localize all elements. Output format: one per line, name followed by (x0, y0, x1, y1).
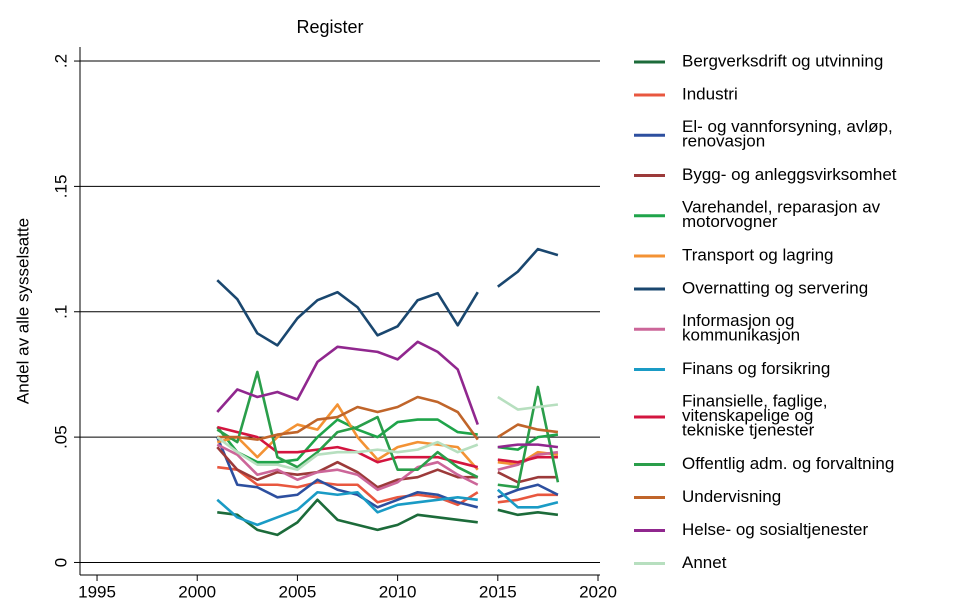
x-tick-label: 2005 (279, 582, 317, 601)
y-tick-label: .15 (51, 175, 70, 199)
series-line (216, 370, 560, 489)
x-tick-label: 2020 (579, 582, 617, 601)
x-tick-label: 2000 (178, 582, 216, 601)
series-line (217, 465, 558, 507)
legend-label: Finans og forsikring (682, 359, 830, 378)
series-line (216, 247, 559, 347)
series-line (216, 395, 559, 471)
x-tick-label: 1995 (78, 582, 116, 601)
legend-label: Transport og lagring (682, 245, 834, 264)
legend-label: Bergverksdrift og utvinning (682, 51, 883, 70)
legend-label: El- og vannforsyning, avløp, renovasjon (682, 117, 893, 151)
legend-label: Varehandel, reparasjon av motorvogner (682, 198, 881, 232)
x-tick-label: 2010 (379, 582, 417, 601)
legend-label: Industri (682, 84, 738, 103)
legend-label: Annet (682, 553, 727, 572)
series-line (216, 446, 558, 489)
legend-label: Undervisning (682, 487, 781, 506)
series-line (217, 498, 559, 537)
legend-label: Informasjon og kommunikasjon (682, 311, 800, 345)
legend-label: Bygg- og anleggsvirksomhet (682, 165, 897, 184)
y-tick-label: .05 (51, 425, 70, 449)
legend-label: Finansielle, faglige, vitenskapelige og te… (682, 392, 828, 440)
series-line (216, 340, 559, 449)
chart-title: Register (296, 17, 363, 37)
x-tick-label: 2015 (479, 582, 517, 601)
y-tick-label: .1 (51, 305, 70, 319)
series-line (216, 488, 559, 527)
legend-label: Helse- og sosialtjenester (682, 520, 868, 539)
legend-label: Offentlig adm. og forvaltning (682, 454, 894, 473)
legend-label: Overnatting og servering (682, 278, 868, 297)
y-tick-label: .2 (51, 54, 70, 68)
y-tick-label: 0 (51, 558, 70, 567)
y-axis-label: Andel av alle sysselsatte (13, 218, 32, 404)
series-line (217, 395, 559, 441)
